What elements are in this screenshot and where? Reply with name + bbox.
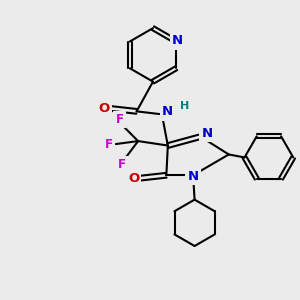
Text: F: F [105, 138, 113, 151]
Text: N: N [188, 170, 199, 183]
Text: N: N [202, 127, 213, 140]
Text: N: N [172, 34, 183, 47]
Text: O: O [98, 102, 110, 115]
Text: F: F [116, 113, 123, 126]
Text: H: H [180, 101, 189, 111]
Text: O: O [128, 172, 139, 185]
Text: F: F [118, 158, 126, 171]
Text: N: N [162, 106, 173, 118]
